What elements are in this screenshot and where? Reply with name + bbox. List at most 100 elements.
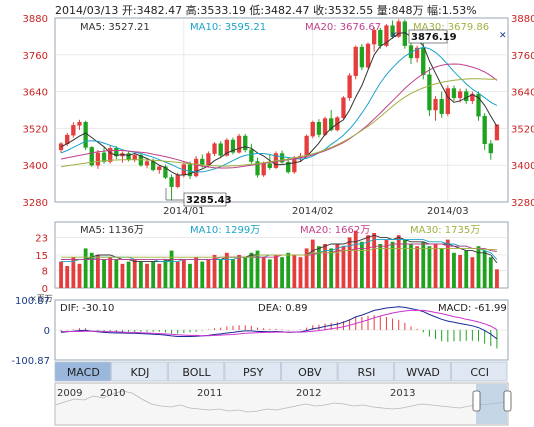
- indicator-tab-cci[interactable]: CCI: [450, 361, 508, 382]
- candle-body: [476, 93, 481, 117]
- volume-bar: [83, 248, 88, 288]
- volume-bars[interactable]: [59, 230, 499, 288]
- overview-year-label: 2013: [390, 388, 415, 399]
- volume-bar: [409, 244, 413, 288]
- tab-label: PSY: [243, 366, 264, 379]
- candle-body: [89, 147, 94, 166]
- volume-bar: [65, 266, 70, 288]
- tab-label: BOLL: [182, 366, 211, 379]
- candle-body: [359, 46, 365, 68]
- volume-bar: [458, 255, 463, 288]
- candle-body: [329, 118, 334, 131]
- close-value: 3532.55: [327, 4, 374, 17]
- candle-body: [224, 139, 229, 156]
- candlestick: [347, 73, 352, 101]
- volume-y-tick-label: 15: [35, 251, 48, 262]
- candle-body: [286, 161, 291, 173]
- indicator-tab-psy[interactable]: PSY: [224, 361, 281, 382]
- macd-y-tick-label: 0: [44, 326, 50, 337]
- volume-ma-legend-item: MA5: 1136万: [80, 225, 144, 236]
- candlestick: [464, 88, 469, 104]
- candlestick: [144, 159, 150, 169]
- volume-moving-averages: [61, 234, 498, 264]
- price-y-tick-label-left: 3640: [23, 88, 48, 99]
- tab-background: [167, 361, 225, 382]
- volume-bar: [59, 261, 63, 288]
- quote-date: 2014/03/13: [55, 4, 119, 17]
- candle-body: [261, 163, 266, 176]
- candlestick: [273, 151, 279, 169]
- candle-body: [230, 139, 236, 153]
- candle-body: [347, 75, 352, 98]
- volume-y-tick-label: 8: [42, 266, 48, 277]
- volume-bar: [206, 259, 211, 288]
- price-y-tick-label-left: 3760: [23, 51, 48, 62]
- price-x-tick-label: 2014/03: [427, 206, 469, 217]
- candle-body: [138, 155, 144, 166]
- macd-value-label: MACD: -61.99: [438, 303, 507, 314]
- candle-body: [322, 118, 328, 135]
- overview-left-handle[interactable]: [472, 390, 481, 412]
- price-ma-legend-item: MA30: 3679.86: [413, 22, 489, 33]
- candlestick: [304, 134, 309, 158]
- volume-bar: [310, 239, 315, 288]
- indicator-tab-wvad[interactable]: WVAD: [394, 361, 451, 382]
- indicator-tab-macd[interactable]: MACD: [54, 361, 112, 382]
- indicator-tab-boll[interactable]: BOLL: [167, 361, 225, 382]
- candlestick: [384, 24, 389, 48]
- candle-body: [108, 148, 113, 162]
- volume-ma-legend-item: MA20: 1662万: [300, 225, 370, 236]
- overview-right-handle[interactable]: [503, 390, 512, 412]
- candlestick: [114, 146, 119, 160]
- overview-selection-window[interactable]: [476, 384, 507, 424]
- indicator-tab-rsi[interactable]: RSI: [337, 361, 395, 382]
- high-label: 高:: [185, 4, 201, 17]
- price-ma-line-ma5: [60, 32, 498, 176]
- macd-y-tick-label: 100.87: [15, 296, 50, 307]
- volume-bar: [335, 244, 340, 288]
- candle-body: [414, 47, 420, 59]
- volume-bar: [181, 259, 186, 288]
- indicator-tab-obv[interactable]: OBV: [281, 361, 338, 382]
- volume-bar: [402, 239, 407, 288]
- candle-body: [457, 91, 463, 98]
- candlestick: [427, 67, 432, 117]
- volume-bar: [89, 252, 94, 288]
- candlestick: [433, 96, 438, 121]
- candlestick: [353, 45, 358, 80]
- volume-bar: [488, 257, 493, 288]
- indicator-tab-kdj[interactable]: KDJ: [111, 361, 168, 382]
- candle-body: [378, 30, 383, 46]
- volume-bar: [341, 246, 346, 288]
- volume-y-tick-label: 23: [35, 233, 48, 244]
- price-ma-legend-item: MA5: 3527.21: [80, 22, 150, 33]
- volume-bar: [445, 239, 450, 288]
- price-y-axis-right: 3880 3760 3640 3520 3400 3280: [511, 14, 534, 209]
- candlestick-series[interactable]: [58, 19, 500, 201]
- volume-label: 量:: [376, 4, 392, 17]
- volume-ma-line-ma20: [61, 243, 497, 260]
- volume-bar: [415, 246, 420, 288]
- candle-body: [439, 99, 444, 114]
- candle-body: [482, 115, 487, 144]
- volume-bar: [151, 261, 156, 288]
- candlestick: [212, 142, 217, 156]
- price-y-tick-label-right: 3880: [511, 14, 534, 25]
- volume-bar: [286, 252, 291, 288]
- volume-bar: [366, 235, 370, 288]
- low-label: 低:: [249, 4, 265, 17]
- candlestick: [187, 161, 193, 179]
- tab-label: MACD: [67, 366, 100, 379]
- candlestick: [236, 133, 242, 154]
- candle-body: [187, 164, 193, 177]
- volume-y-tick-label: 0: [42, 284, 48, 295]
- candle-body: [316, 122, 322, 135]
- indicator-tabs[interactable]: MACD KDJ BOLL PSY OBV RSI WVAD CCI: [54, 361, 508, 382]
- candlestick: [494, 124, 500, 141]
- candle-body: [169, 177, 174, 187]
- max-price-annotation: ✕ ✕ 3876.19: [390, 29, 507, 44]
- price-y-tick-label-left: 3400: [23, 161, 48, 172]
- volume-unit-label: ×百万: [30, 294, 53, 303]
- volume-bar: [77, 263, 82, 288]
